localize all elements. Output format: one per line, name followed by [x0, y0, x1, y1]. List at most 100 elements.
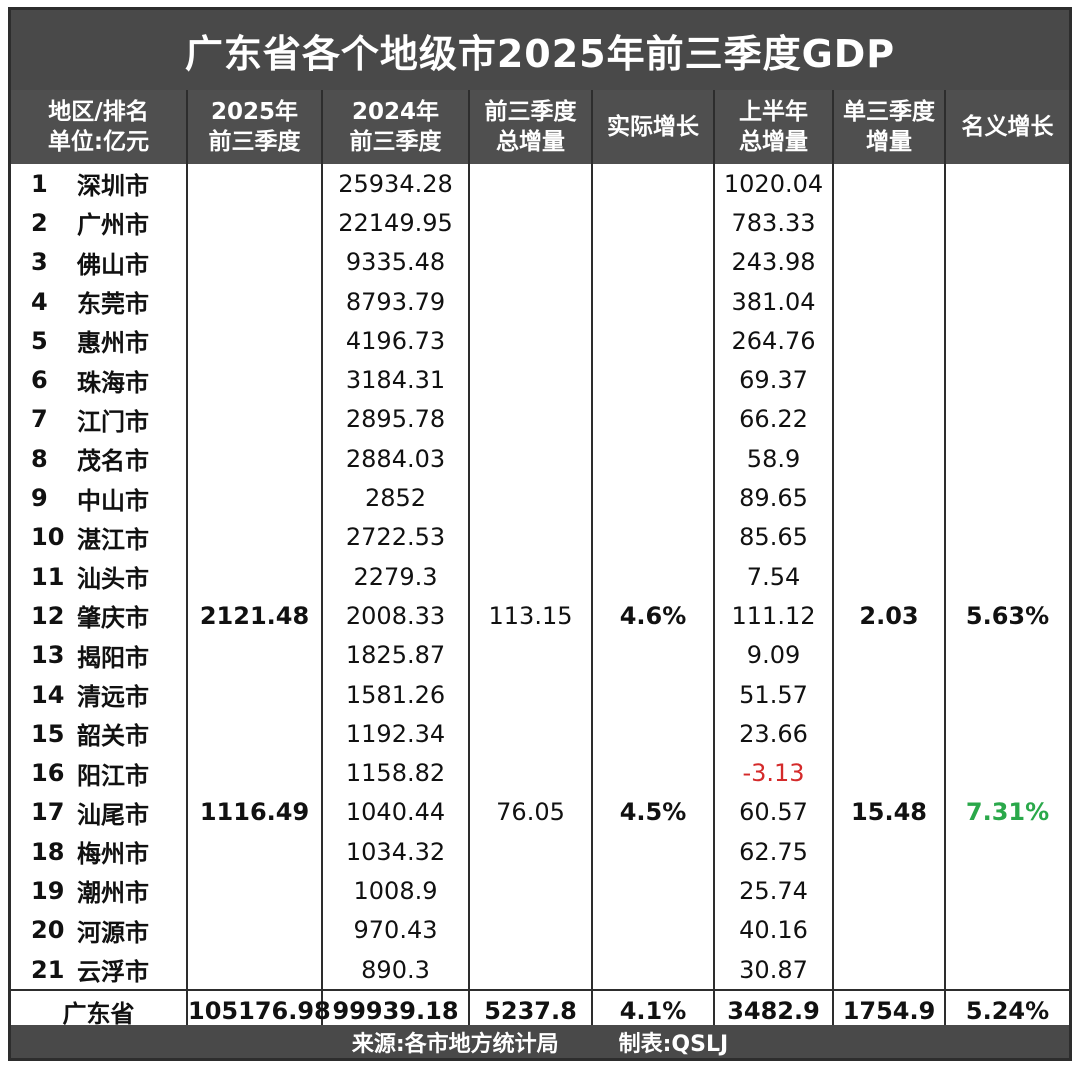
cell-h1-increase: 243.98 [714, 242, 835, 282]
header-region: 地区/排名 单位:亿元 [11, 90, 189, 164]
cell-nominal-growth [945, 871, 1069, 910]
cell-nominal-growth [945, 832, 1069, 871]
table-row: 3 佛山市 9335.48 243.98 [11, 242, 1069, 282]
cell-increase [469, 399, 594, 440]
cell-gdp2025 [187, 281, 324, 322]
cell-nominal-growth [945, 243, 1069, 282]
table-row: 17 汕尾市 1116.49 1040.44 76.05 4.5% 60.57 15.48 7.… [11, 792, 1069, 833]
cell-increase [469, 674, 594, 715]
header-h1-line2: 总增量 [739, 129, 809, 155]
cell-city: 潮州市 [71, 871, 189, 911]
cell-h1-increase: 30.87 [714, 949, 835, 991]
header-increase-line2: 总增量 [496, 129, 566, 155]
cell-city: 惠州市 [71, 321, 189, 361]
table-row: 2 广州市 22149.95 783.33 [11, 203, 1069, 243]
table-row: 14 清远市 1581.26 51.57 [11, 674, 1069, 715]
cell-gdp2025 [187, 832, 324, 872]
cell-city: 韶关市 [71, 714, 189, 754]
cell-gdp2024: 1192.34 [322, 714, 471, 754]
cell-h1-increase: 111.12 [714, 596, 835, 636]
header-gdp2024: 2024年 前三季度 [322, 90, 471, 164]
cell-increase [469, 910, 594, 950]
cell-gdp2024: 2279.3 [322, 556, 471, 597]
cell-city: 珠海市 [71, 360, 189, 400]
cell-q3-increase [833, 517, 947, 557]
cell-nominal-growth [945, 203, 1069, 242]
cell-gdp2024: 22149.95 [322, 203, 471, 243]
cell-rank: 7 [31, 405, 48, 434]
cell-q3-increase [833, 321, 947, 361]
cell-city: 湛江市 [71, 517, 189, 557]
cell-increase [469, 517, 594, 557]
cell-nominal-growth [945, 518, 1069, 557]
header-gdp2025-line1: 2025年 [211, 99, 299, 125]
table-row: 11 汕头市 2279.3 7.54 [11, 556, 1069, 597]
cell-h1-increase: 58.9 [714, 439, 835, 479]
table-row: 4 东莞市 8793.79 381.04 [11, 281, 1069, 322]
cell-rank: 17 [31, 798, 65, 827]
cell-rank: 16 [31, 759, 65, 788]
cell-h1-increase: 40.16 [714, 910, 835, 950]
cell-increase [469, 556, 594, 597]
table-row: 12 肇庆市 2121.48 2008.33 113.15 4.6% 111.12 2.03 5… [11, 596, 1069, 636]
cell-gdp2024: 2895.78 [322, 399, 471, 440]
cell-nominal-growth [945, 714, 1069, 753]
cell-gdp2025: 2121.48 [187, 596, 324, 636]
table-row: 15 韶关市 1192.34 23.66 [11, 714, 1069, 754]
cell-gdp2025: 1116.49 [187, 792, 324, 833]
cell-real-growth [592, 753, 716, 793]
cell-city: 广州市 [71, 203, 189, 243]
cell-increase [469, 203, 594, 243]
cell-real-growth [592, 281, 716, 322]
cell-gdp2025 [187, 360, 324, 400]
cell-gdp2024: 4196.73 [322, 321, 471, 361]
cell-rank: 21 [31, 955, 65, 984]
cell-nominal-growth [945, 439, 1069, 478]
cell-real-growth [592, 164, 716, 204]
cell-increase [469, 281, 594, 322]
cell-increase [469, 949, 594, 991]
cell-real-growth [592, 360, 716, 400]
header-increase: 前三季度 总增量 [469, 90, 594, 164]
table-row: 19 潮州市 1008.9 25.74 [11, 871, 1069, 911]
cell-gdp2024: 2008.33 [322, 596, 471, 636]
cell-city: 河源市 [71, 910, 189, 950]
header-region-line1: 地区/排名 [48, 99, 149, 125]
cell-q3-increase [833, 674, 947, 715]
header-q3-line2: 增量 [866, 129, 913, 155]
cell-gdp2024: 8793.79 [322, 281, 471, 322]
cell-nominal-growth [945, 557, 1069, 596]
cell-city: 中山市 [71, 478, 189, 518]
cell-gdp2025 [187, 164, 324, 204]
cell-h1-increase: 51.57 [714, 674, 835, 715]
cell-nominal-growth [945, 950, 1069, 990]
cell-q3-increase [833, 399, 947, 440]
cell-rank: 1 [31, 169, 48, 198]
cell-nominal-growth [945, 636, 1069, 675]
cell-city: 茂名市 [71, 439, 189, 479]
table-row: 16 阳江市 1158.82 -3.13 [11, 753, 1069, 793]
cell-q3-increase [833, 360, 947, 400]
cell-increase [469, 714, 594, 754]
cell-rank: 6 [31, 366, 48, 395]
cell-gdp2025 [187, 242, 324, 282]
cell-increase [469, 871, 594, 911]
table-row: 9 中山市 2852 89.65 [11, 478, 1069, 518]
cell-q3-increase [833, 949, 947, 991]
cell-gdp2024: 25934.28 [322, 164, 471, 204]
cell-real-growth [592, 832, 716, 872]
cell-city: 肇庆市 [71, 596, 189, 636]
header-nominal-growth: 名义增长 [945, 90, 1070, 164]
cell-city: 汕头市 [71, 556, 189, 597]
cell-q3-increase: 15.48 [833, 792, 947, 833]
cell-rank: 19 [31, 876, 65, 905]
cell-real-growth [592, 517, 716, 557]
cell-gdp2024: 2852 [322, 478, 471, 518]
cell-q3-increase: 2.03 [833, 596, 947, 636]
cell-city: 清远市 [71, 674, 189, 715]
table-row: 10 湛江市 2722.53 85.65 [11, 517, 1069, 557]
cell-gdp2024: 2722.53 [322, 517, 471, 557]
table-row: 13 揭阳市 1825.87 9.09 [11, 635, 1069, 675]
table-row: 7 江门市 2895.78 66.22 [11, 399, 1069, 440]
table-row: 6 珠海市 3184.31 69.37 [11, 360, 1069, 400]
